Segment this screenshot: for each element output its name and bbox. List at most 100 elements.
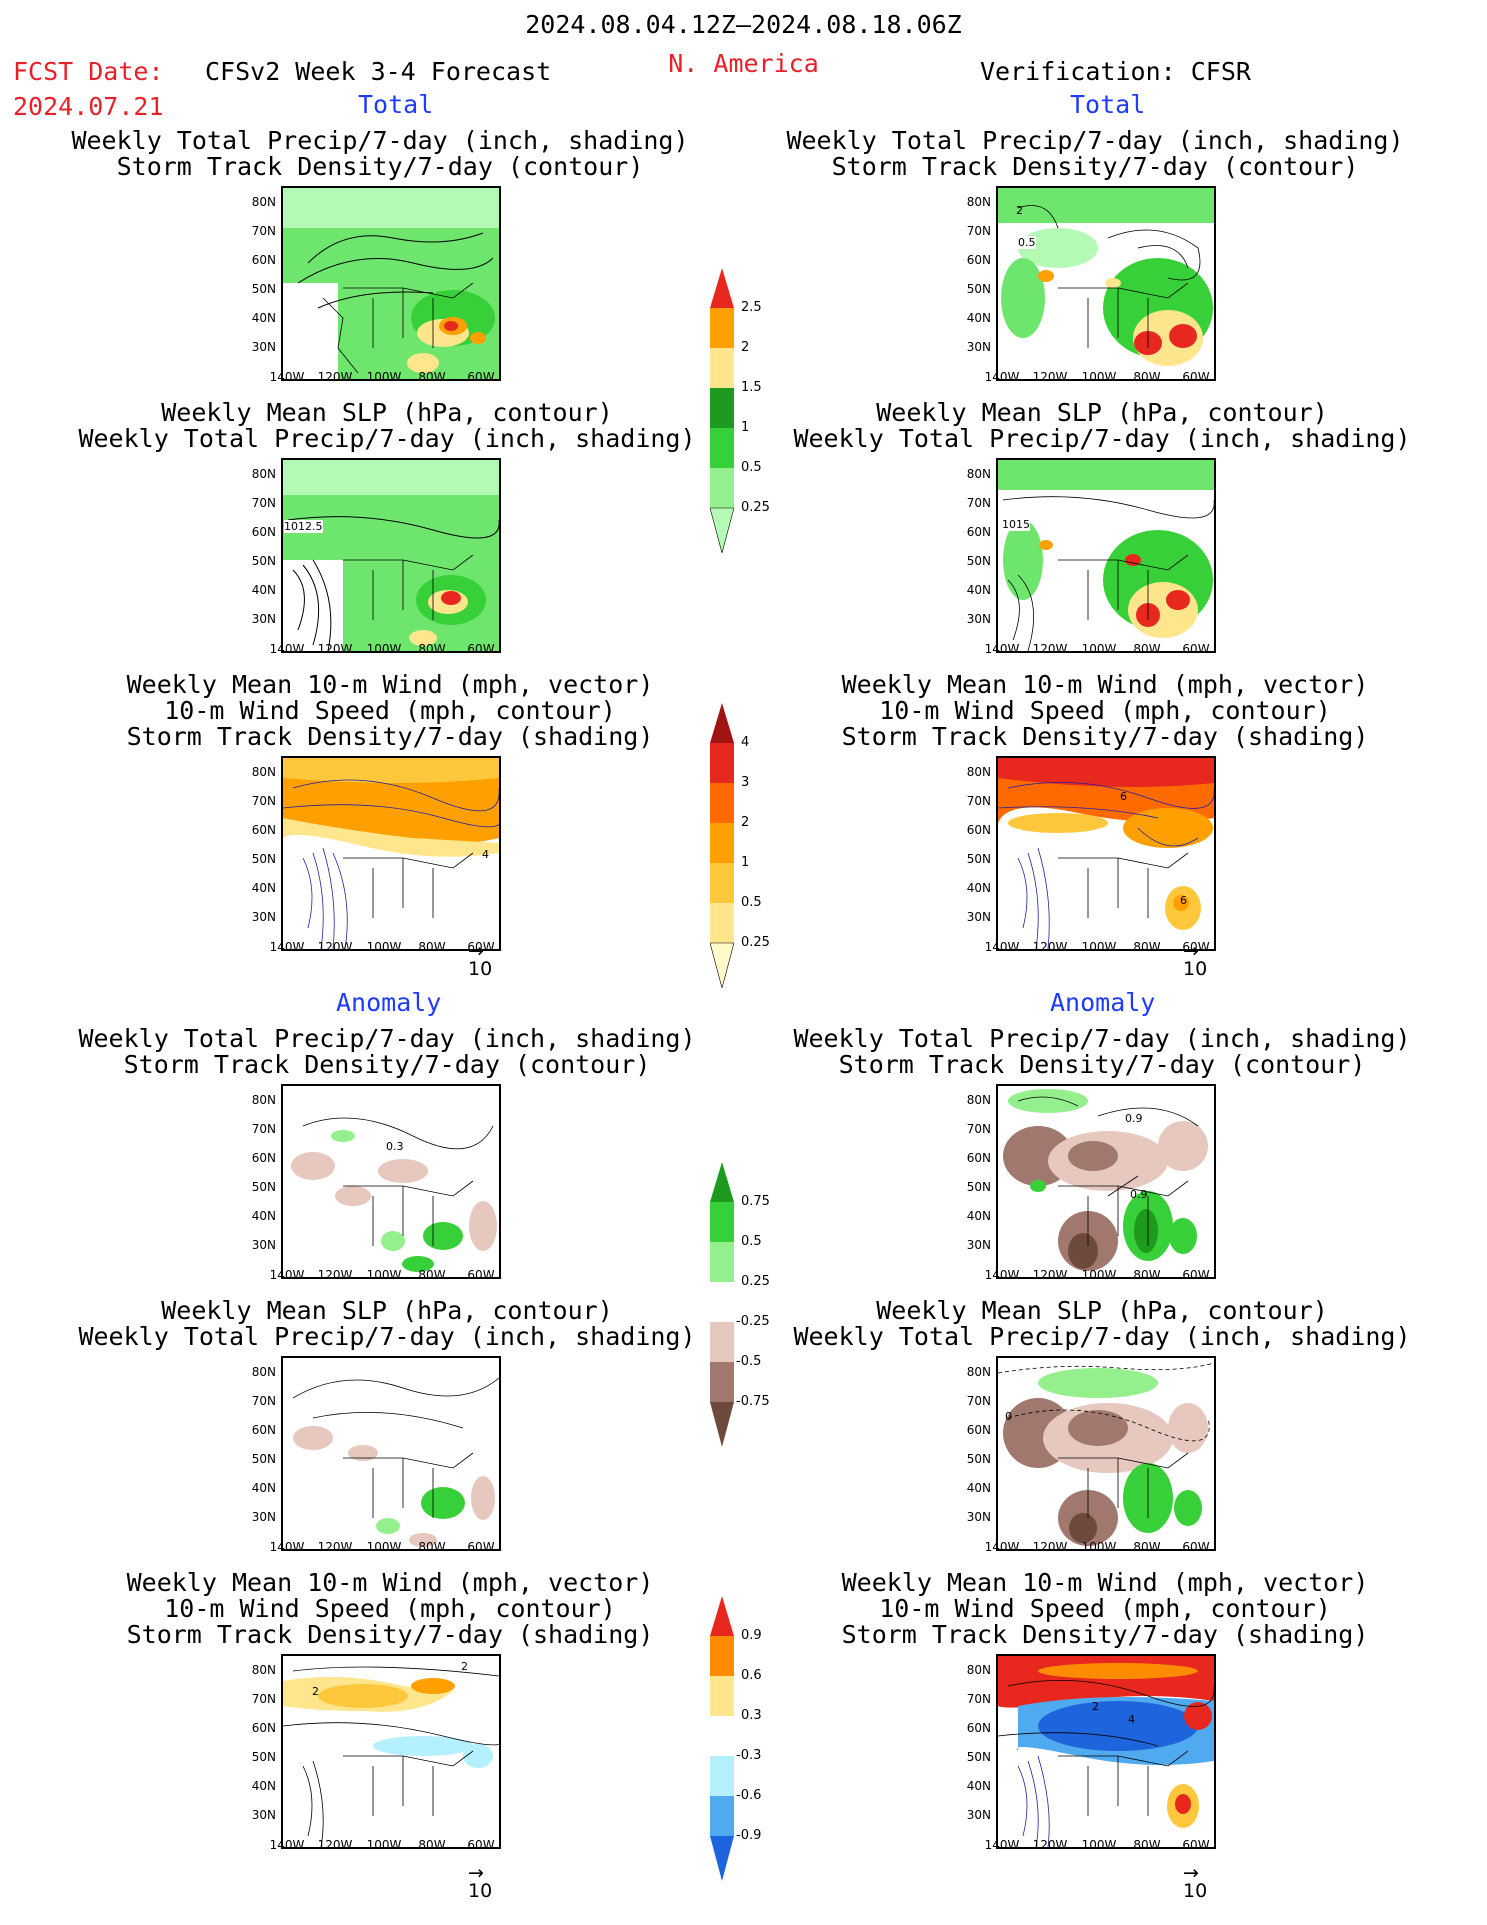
- panel-title-line: Weekly Mean 10-m Wind (mph, vector): [841, 670, 1369, 699]
- verification-label: Verification: CFSR: [980, 57, 1251, 86]
- date-range-title: 2024.08.04.12Z–2024.08.18.06Z: [525, 10, 962, 39]
- lat-label: 80N: [966, 1093, 991, 1107]
- lat-label: 30N: [966, 340, 991, 354]
- colorbar-seg: [710, 308, 734, 348]
- panel-title-line: 10-m Wind Speed (mph, contour): [164, 1594, 616, 1623]
- lat-label: 40N: [251, 1481, 276, 1495]
- lat-label: 40N: [966, 1481, 991, 1495]
- map-verification-slp-precip: [996, 458, 1216, 653]
- lat-label: 60N: [251, 823, 276, 837]
- lat-label: 80N: [966, 195, 991, 209]
- section-total-left: Total: [358, 90, 434, 119]
- colorbar-label: 2: [741, 815, 750, 830]
- contour-label: 4: [482, 848, 489, 861]
- section-total-right: Total: [1070, 90, 1146, 119]
- contour-label: 1015: [1002, 518, 1030, 531]
- lon-label: 140W: [984, 1268, 1020, 1282]
- lon-label: 80W: [418, 1268, 446, 1282]
- panel-title-line: 10-m Wind Speed (mph, contour): [879, 1594, 1331, 1623]
- lon-label: 100W: [366, 940, 402, 954]
- lon-label: 80W: [418, 642, 446, 656]
- lon-label: 140W: [984, 940, 1020, 954]
- panel-title-line: Weekly Mean 10-m Wind (mph, vector): [841, 1568, 1369, 1597]
- lat-label: 30N: [966, 612, 991, 626]
- forecast-title: CFSv2 Week 3-4 Forecast: [205, 57, 552, 86]
- contour-label: 4: [1128, 1713, 1135, 1726]
- contour-label: 2: [312, 1685, 319, 1698]
- colorbar-seg: [710, 1836, 734, 1881]
- lon-label: 80W: [418, 940, 446, 954]
- contour-label: 0.5: [1018, 236, 1036, 249]
- lat-label: 70N: [251, 496, 276, 510]
- lon-label: 80W: [418, 1540, 446, 1554]
- lat-label: 70N: [966, 1122, 991, 1136]
- lon-label: 80W: [418, 370, 446, 384]
- colorbar-seg: [710, 1796, 734, 1836]
- panel-title-line: Weekly Total Precip/7-day (inch, shading…: [793, 424, 1411, 453]
- lon-label: 120W: [317, 940, 353, 954]
- lon-label: 100W: [1081, 1838, 1117, 1852]
- vector-reference-value: 10: [468, 958, 493, 980]
- fcst-date-value: 2024.07.21: [13, 92, 164, 121]
- lon-label: 80W: [1133, 370, 1161, 384]
- lat-label: 40N: [251, 881, 276, 895]
- lat-label: 80N: [251, 1365, 276, 1379]
- colorbar-label: 0.9: [741, 1628, 762, 1643]
- lon-label: 80W: [418, 1838, 446, 1852]
- colorbar-seg: [710, 1756, 734, 1796]
- colorbar-seg: [710, 1402, 734, 1447]
- lat-label: 30N: [966, 1808, 991, 1822]
- panel-title-line: Storm Track Density/7-day (shading): [126, 722, 654, 751]
- lon-label: 80W: [1133, 1540, 1161, 1554]
- colorbar-seg: [710, 1162, 734, 1202]
- panel-title-line: Weekly Total Precip/7-day (inch, shading…: [786, 126, 1404, 155]
- panel-title-line: Weekly Total Precip/7-day (inch, shading…: [78, 1322, 696, 1351]
- colorbar-storm-anomaly: [710, 1596, 734, 1881]
- lon-label: 140W: [269, 940, 305, 954]
- lon-label: 100W: [366, 1540, 402, 1554]
- lat-label: 40N: [966, 1779, 991, 1793]
- map-forecast-slp-precip: [281, 458, 501, 653]
- colorbar-seg: [710, 1636, 734, 1676]
- colorbar-seg: [710, 1362, 734, 1402]
- map-forecast-wind-storm: [281, 756, 501, 951]
- map-forecast-anom-precip-storm: [281, 1084, 501, 1279]
- map-verification-anom-slp-precip: [996, 1356, 1216, 1551]
- colorbar-precip-total: [710, 268, 734, 553]
- panel-title-line: Weekly Mean 10-m Wind (mph, vector): [126, 670, 654, 699]
- lat-label: 40N: [966, 311, 991, 325]
- lat-label: 60N: [251, 1423, 276, 1437]
- lat-label: 30N: [251, 612, 276, 626]
- lat-label: 70N: [251, 1122, 276, 1136]
- colorbar-seg: [710, 1596, 734, 1636]
- lon-label: 140W: [269, 370, 305, 384]
- colorbar-label: 0.5: [741, 1234, 762, 1249]
- colorbar-label: 0.3: [741, 1708, 762, 1723]
- colorbar-seg: [710, 1242, 734, 1282]
- colorbar-seg: [710, 1282, 734, 1322]
- vector-reference: → 10: [468, 1862, 492, 1902]
- panel-title-line: Storm Track Density/7-day (contour): [123, 1050, 651, 1079]
- colorbar-label: 3: [741, 775, 750, 790]
- lat-label: 60N: [966, 253, 991, 267]
- lon-label: 120W: [317, 1838, 353, 1852]
- lon-label: 140W: [269, 1268, 305, 1282]
- lat-label: 80N: [251, 765, 276, 779]
- vector-arrow-icon: →: [1183, 1862, 1199, 1884]
- lon-label: 60W: [1182, 370, 1210, 384]
- colorbar-label: 2.5: [741, 300, 762, 315]
- lon-label: 60W: [467, 1540, 495, 1554]
- colorbar-seg: [710, 743, 734, 783]
- lon-label: 120W: [1032, 1268, 1068, 1282]
- contour-label: 0.3: [386, 1140, 404, 1153]
- colorbar-label: 0.75: [741, 1194, 770, 1209]
- lat-label: 80N: [251, 1093, 276, 1107]
- lat-label: 60N: [966, 1721, 991, 1735]
- lat-label: 70N: [966, 496, 991, 510]
- contour-label: 0.9: [1130, 1188, 1148, 1201]
- lat-label: 60N: [251, 1721, 276, 1735]
- colorbar-label: 0.25: [741, 935, 770, 950]
- map-verification-anom-precip-storm: [996, 1084, 1216, 1279]
- lat-label: 70N: [966, 794, 991, 808]
- lat-label: 30N: [251, 1238, 276, 1252]
